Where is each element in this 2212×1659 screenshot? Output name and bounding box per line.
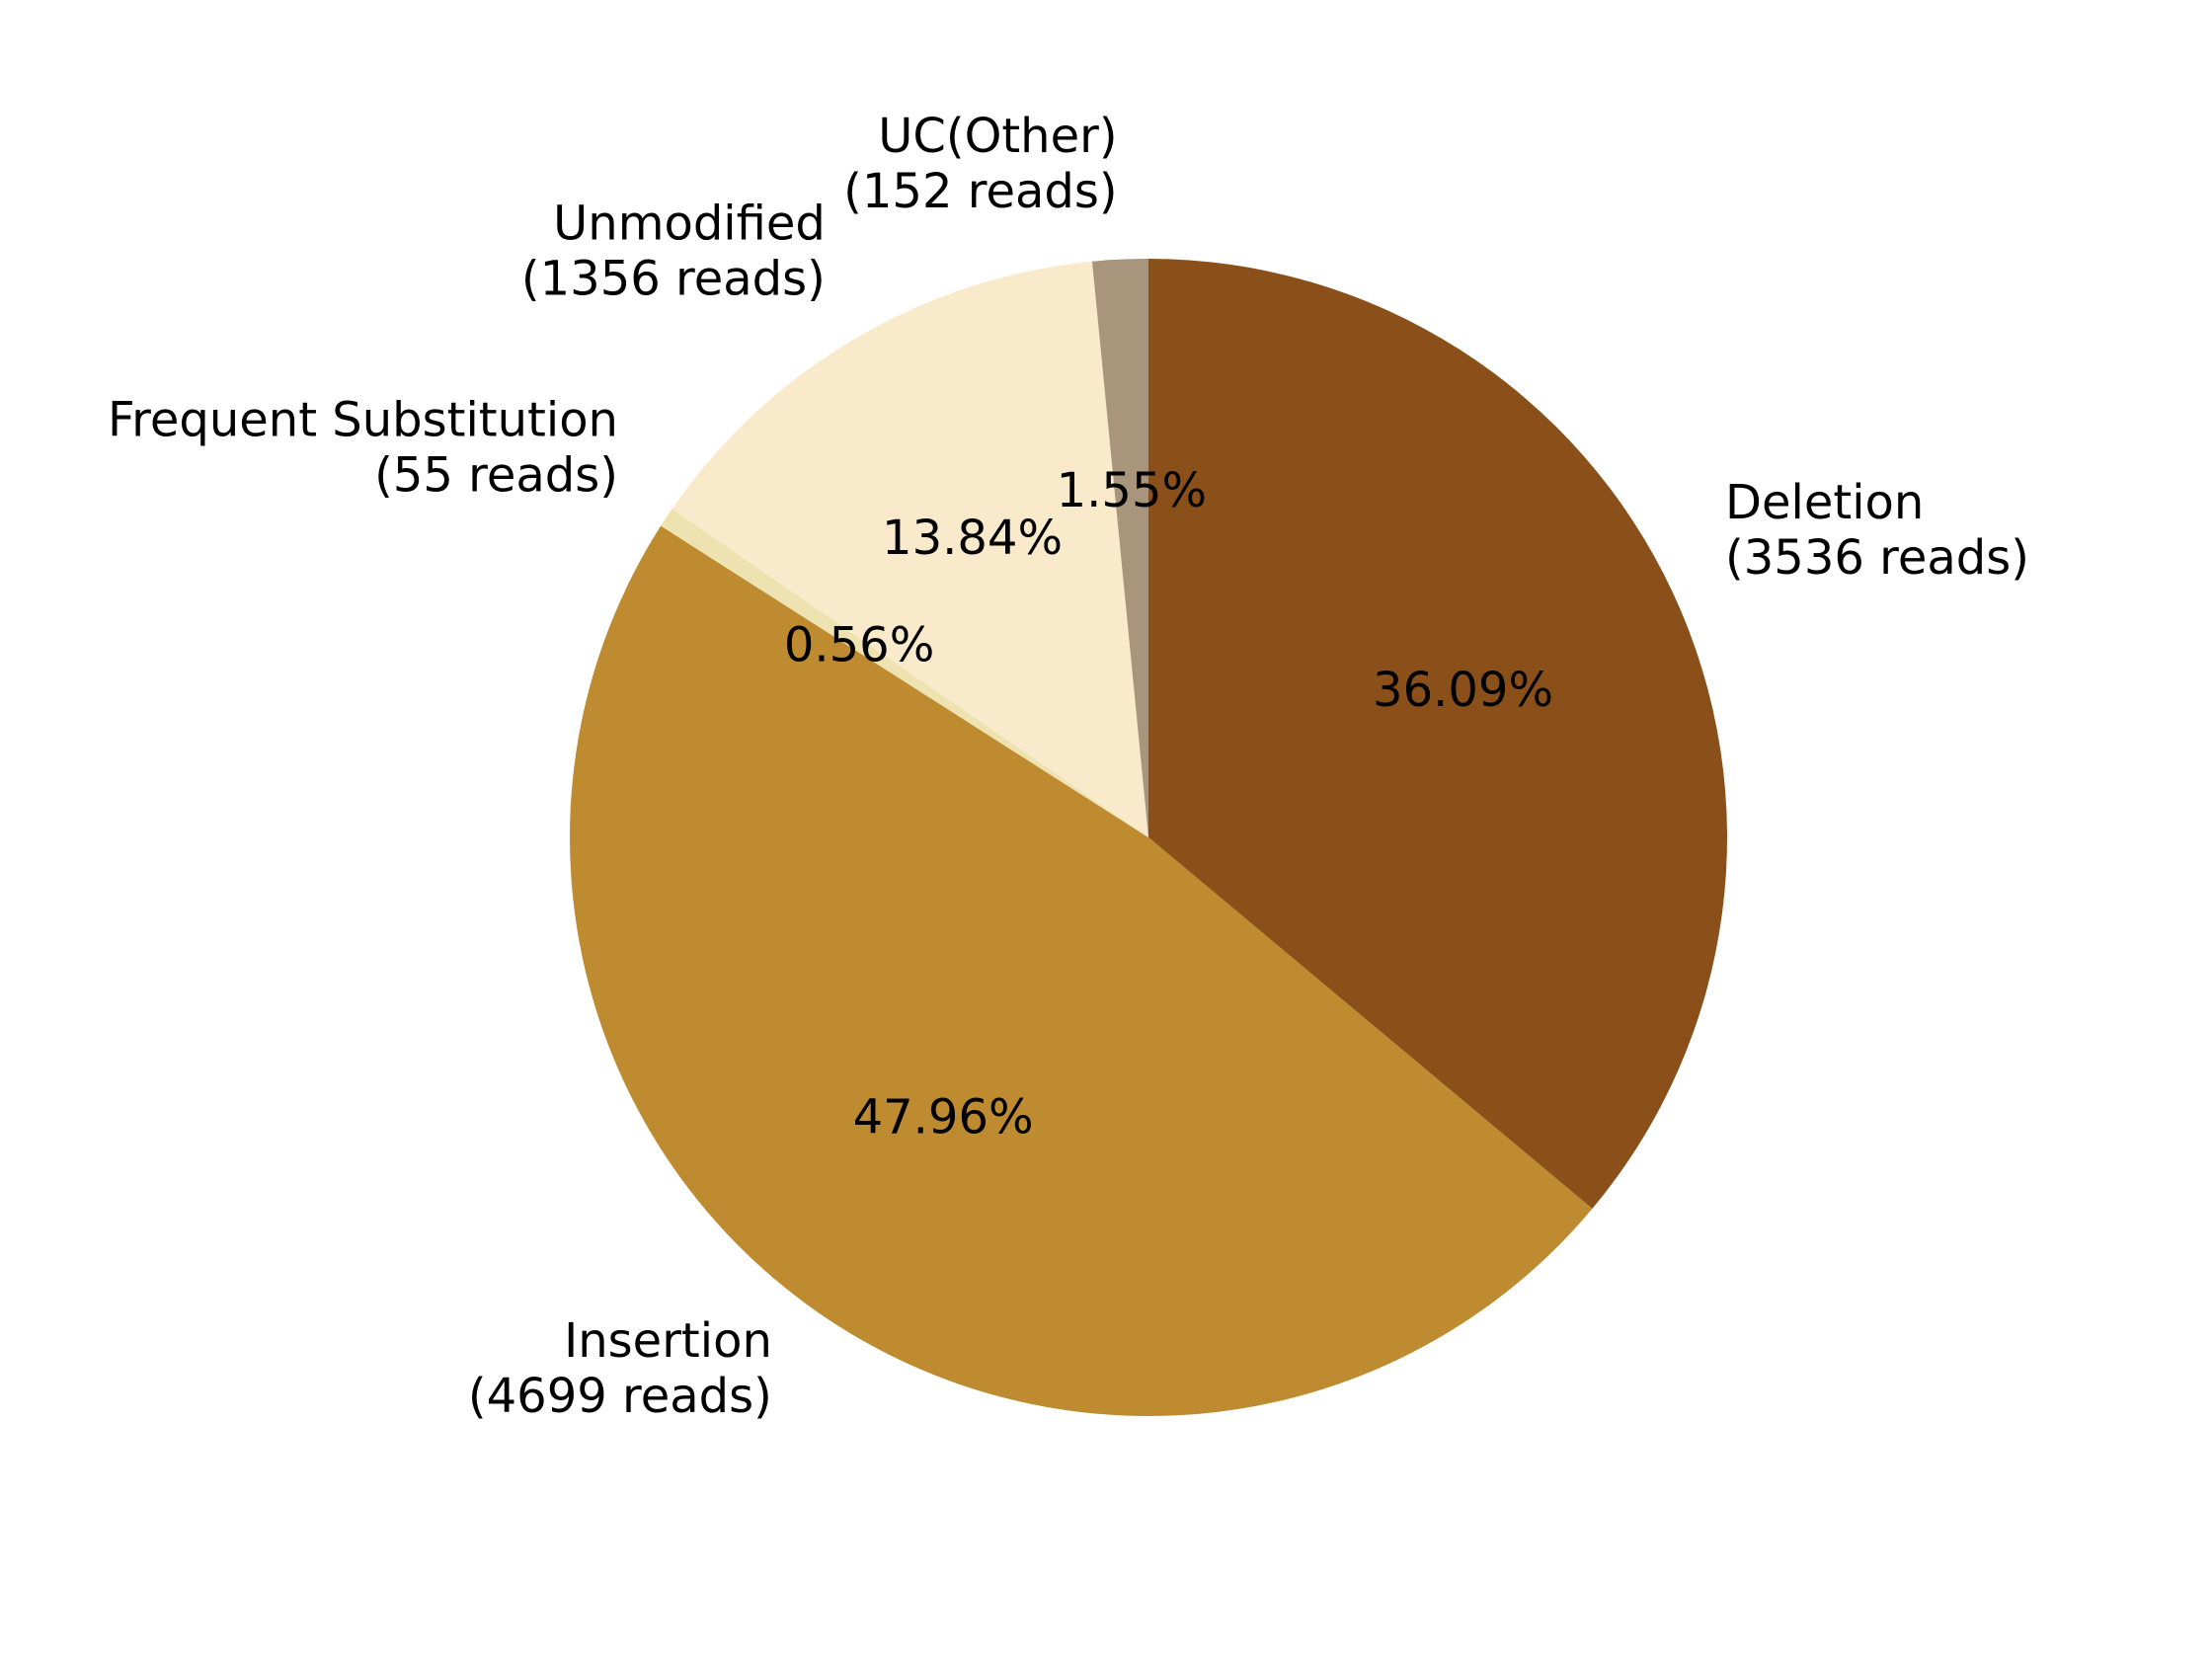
pct-label-unmodified: 13.84% [882,511,1063,566]
pie-slice-uc-other [1091,259,1148,837]
pie-slice-insertion [570,525,1593,1416]
category-name: Frequent Substitution [108,392,618,447]
category-name: Insertion [564,1313,772,1369]
category-reads: (1356 reads) [521,252,826,307]
category-name: Unmodified [553,197,826,252]
pct-label-uc-other: 1.55% [1057,463,1207,518]
pct-label-insertion: 47.96% [853,1090,1034,1146]
category-reads: (4699 reads) [468,1369,772,1424]
category-name: UC(Other) [878,109,1117,164]
category-label-frequent-substitution: Frequent Substitution (55 reads) [108,392,618,503]
category-name: Deletion [1725,475,1924,530]
category-labels: Deletion (3536 reads) Insertion (4699 reads… [108,109,2029,1424]
pie-slices [570,259,1727,1416]
category-reads: (152 reads) [843,164,1117,219]
category-label-uc-other: UC(Other) (152 reads) [843,109,1117,219]
category-label-unmodified: Unmodified (1356 reads) [521,197,826,307]
pie-slice-deletion [1148,259,1727,1210]
pie-slice-unmodified [672,261,1148,837]
category-label-insertion: Insertion (4699 reads) [468,1313,772,1424]
category-label-deletion: Deletion (3536 reads) [1725,475,2029,586]
percent-labels: 36.09% 47.96% 0.56% 13.84%1.55% [784,463,1553,1146]
pie-slice-frequent-substitution [661,509,1148,837]
category-reads: (55 reads) [374,447,618,503]
pct-label-deletion: 36.09% [1373,663,1553,718]
pct-label-frequent-substitution: 0.56% [784,618,934,673]
category-reads: (3536 reads) [1725,530,2029,586]
